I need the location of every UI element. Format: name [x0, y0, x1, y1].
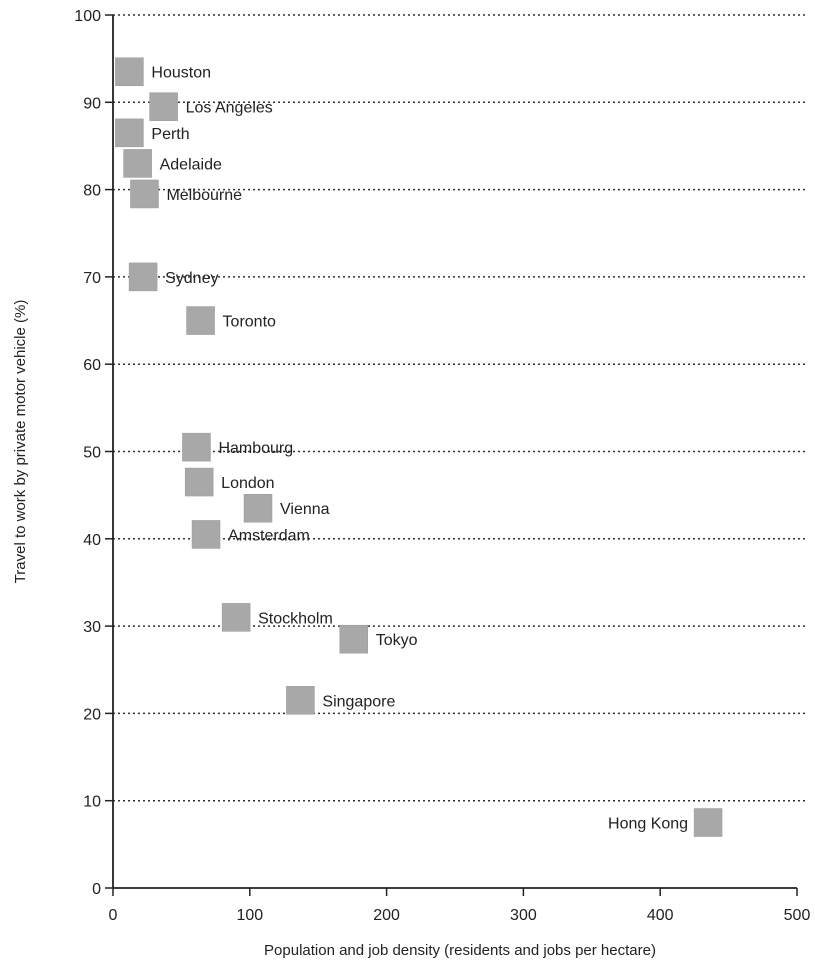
y-axis-title: Travel to work by private motor vehicle … — [12, 300, 29, 584]
point-label: Singapore — [322, 693, 395, 710]
data-point — [186, 306, 215, 335]
y-tick-label: 70 — [83, 270, 101, 287]
data-point — [184, 467, 214, 497]
y-tick-label: 80 — [83, 183, 101, 200]
point-label: Sydney — [165, 270, 218, 287]
x-axis-title: Population and job density (residents an… — [264, 942, 656, 959]
data-point — [115, 118, 144, 148]
point-label: Hambourg — [218, 440, 293, 457]
point-label: Hong Kong — [608, 816, 688, 833]
data-point — [221, 603, 251, 632]
x-tick-label: 0 — [109, 907, 118, 924]
x-tick-label: 500 — [784, 907, 811, 924]
y-tick-label: 0 — [92, 881, 101, 898]
data-point — [286, 686, 315, 715]
data-point — [115, 57, 144, 86]
point-label: Vienna — [280, 501, 330, 518]
point-label: Amsterdam — [228, 527, 310, 544]
y-tick-label: 100 — [74, 8, 101, 25]
data-point — [693, 808, 723, 837]
y-tick-label: 40 — [83, 532, 101, 549]
y-tick-label: 10 — [83, 794, 101, 811]
data-point — [128, 262, 158, 292]
point-label: London — [221, 475, 274, 492]
point-label: Los Angeles — [186, 100, 273, 117]
y-tick-label: 60 — [83, 357, 101, 374]
point-label: Melbourne — [166, 187, 242, 204]
point-label: Tokyo — [376, 632, 418, 649]
x-tick-label: 100 — [236, 907, 263, 924]
y-tick-label: 90 — [83, 95, 101, 112]
data-point — [149, 92, 178, 121]
point-label: Houston — [151, 65, 211, 82]
point-label: Stockholm — [258, 610, 333, 627]
x-tick-label: 400 — [647, 907, 674, 924]
x-tick-label: 200 — [373, 907, 400, 924]
data-point — [191, 520, 221, 549]
x-tick-label: 300 — [510, 907, 537, 924]
y-tick-label: 20 — [83, 706, 101, 723]
point-label: Toronto — [223, 314, 276, 331]
y-tick-label: 30 — [83, 619, 101, 636]
y-tick-label: 50 — [83, 445, 101, 462]
point-label: Perth — [151, 126, 189, 143]
data-point — [243, 493, 273, 523]
data-point — [339, 624, 369, 654]
data-point — [123, 149, 152, 178]
data-point — [182, 432, 211, 462]
data-point — [130, 179, 159, 209]
point-label: Adelaide — [160, 156, 222, 173]
